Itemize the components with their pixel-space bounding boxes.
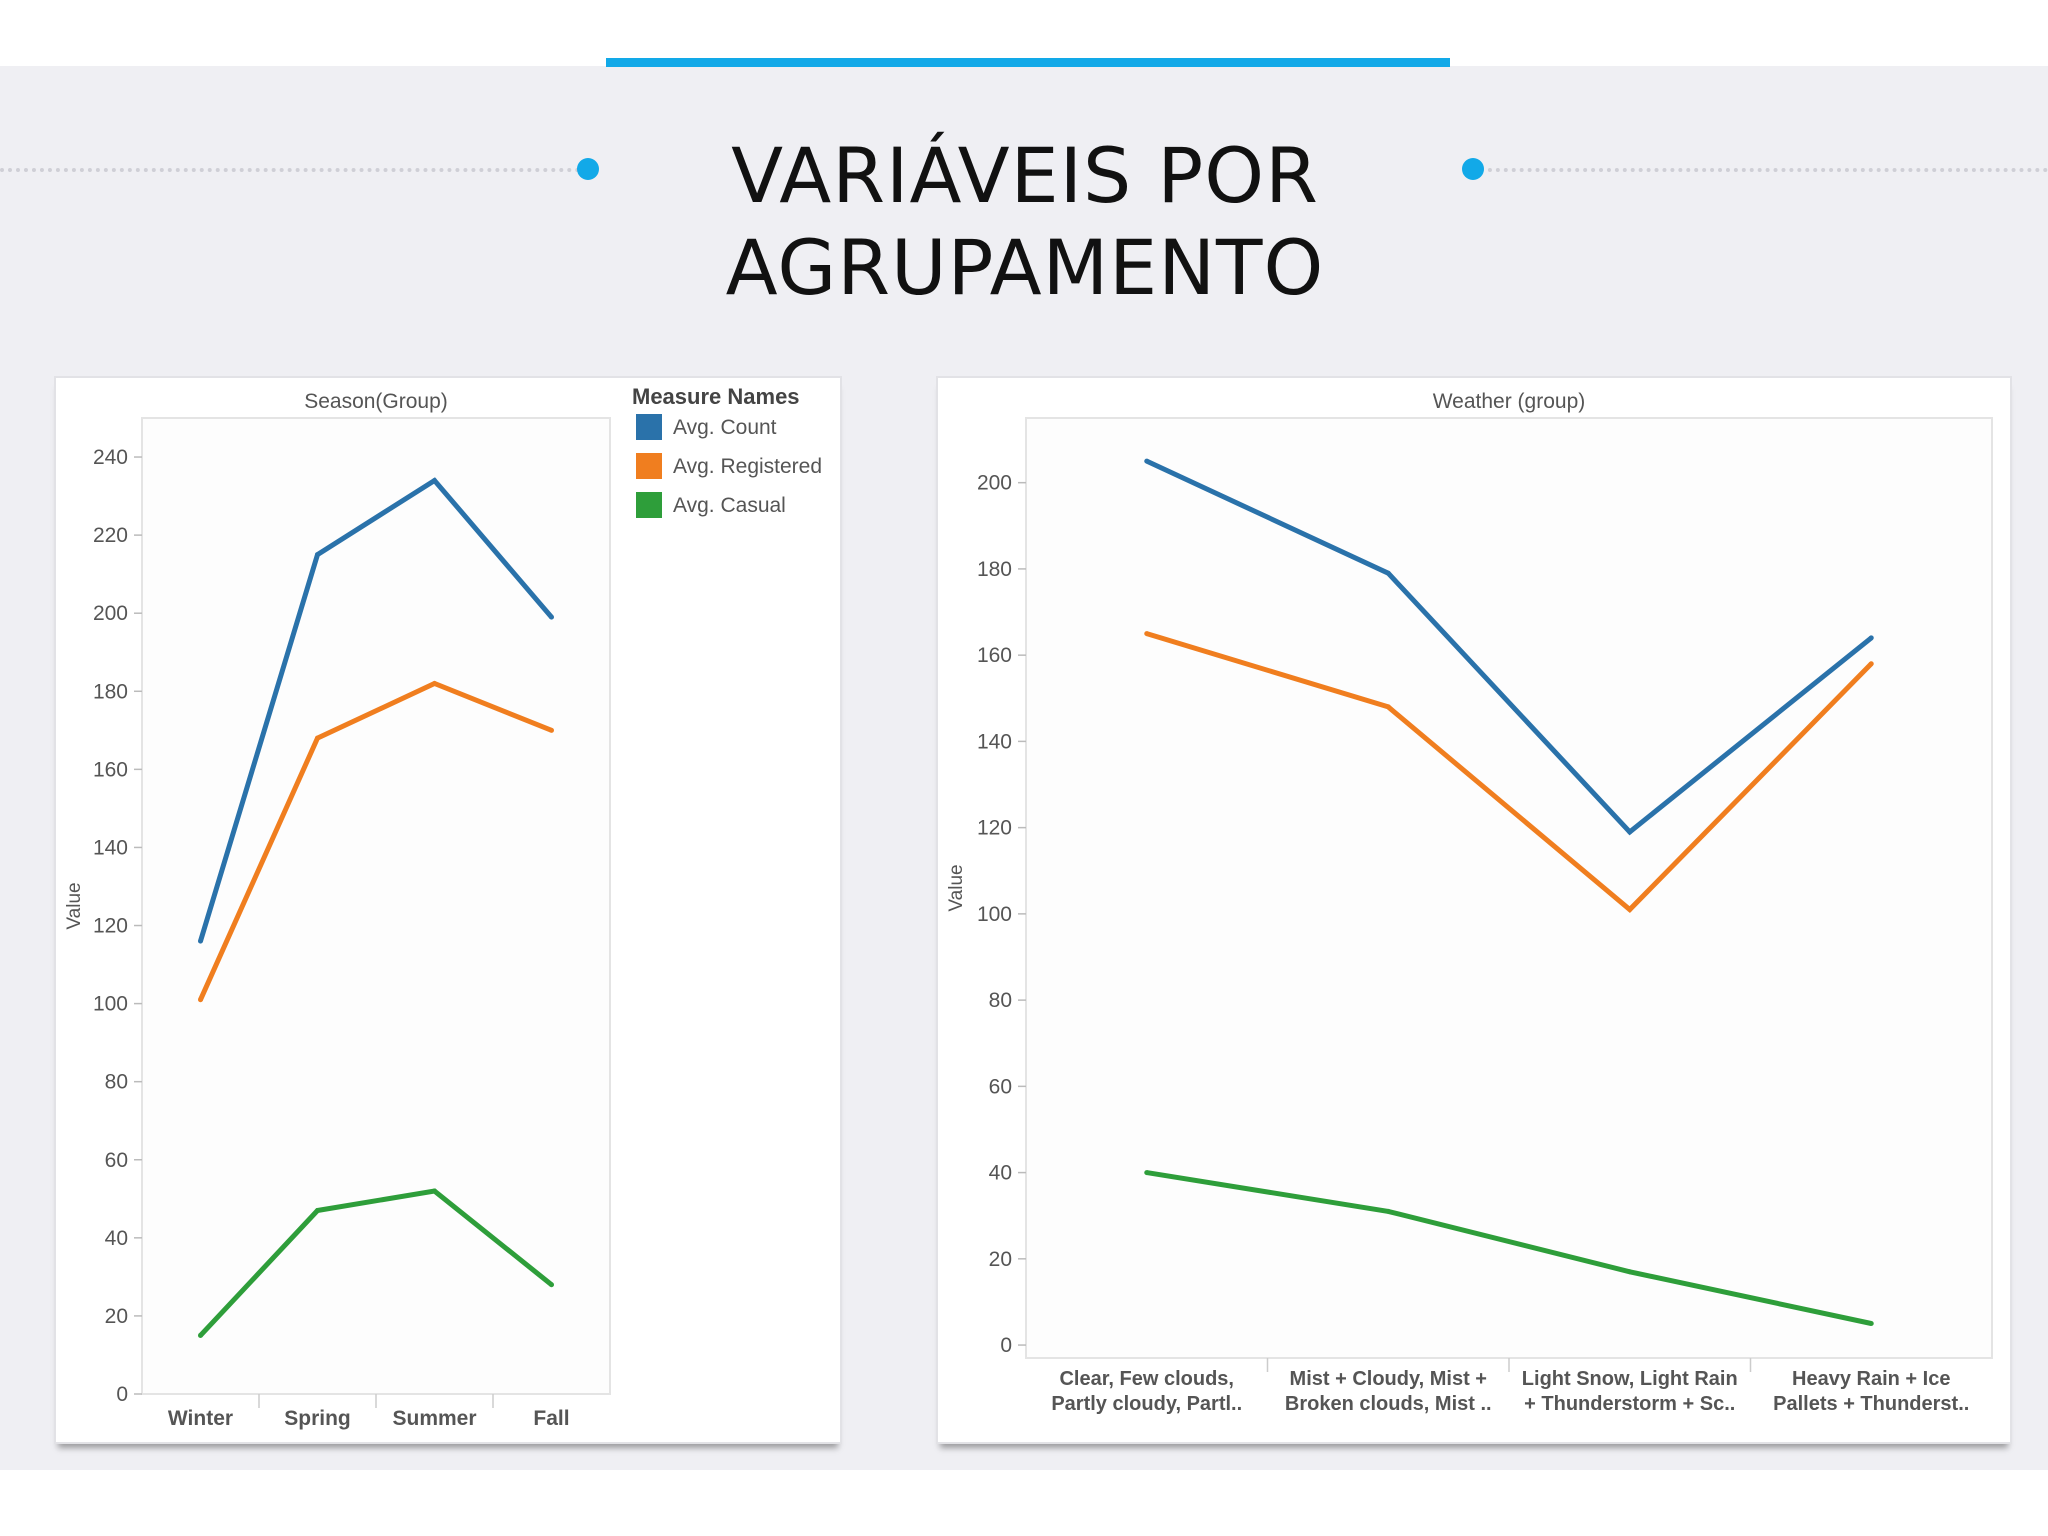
weather-y-tick-label: 140 bbox=[977, 730, 1012, 753]
weather-plot-area bbox=[1025, 417, 1993, 1359]
season-data-point bbox=[549, 614, 554, 620]
decorative-dot-left bbox=[577, 158, 599, 180]
weather-data-point bbox=[1385, 570, 1391, 576]
legend-title: Measure Names bbox=[632, 384, 800, 409]
legend-swatch-2 bbox=[636, 492, 662, 518]
season-y-tick-label: 0 bbox=[116, 1383, 128, 1406]
season-data-point bbox=[198, 938, 203, 944]
legend-swatch-0 bbox=[636, 414, 662, 440]
weather-y-tick-label: 60 bbox=[989, 1075, 1012, 1098]
weather-chart-panel: Weather (group) Value 0 20 40 60 80 100 120 140 16… bbox=[936, 376, 2012, 1444]
season-series-line-0 bbox=[198, 477, 554, 942]
season-y-tick-label: 120 bbox=[93, 915, 128, 938]
legend-swatch-1 bbox=[636, 453, 662, 479]
season-y-tick-label: 240 bbox=[93, 446, 128, 469]
season-y-tick-label: 200 bbox=[93, 602, 128, 625]
weather-data-point bbox=[1868, 661, 1874, 667]
weather-y-axis-label: Value bbox=[946, 864, 967, 911]
weather-y-tick-label: 0 bbox=[1000, 1334, 1012, 1357]
season-data-point bbox=[432, 680, 437, 686]
weather-data-point bbox=[1868, 635, 1874, 641]
weather-x-category-label: Pallets + Thunderst.. bbox=[1773, 1393, 1969, 1415]
weather-chart-title: Weather (group) bbox=[1433, 390, 1586, 413]
season-plot-area bbox=[141, 417, 611, 1395]
season-data-point bbox=[432, 477, 437, 483]
weather-x-category-label: Mist + Cloudy, Mist + bbox=[1290, 1368, 1487, 1390]
weather-y-tick-label: 40 bbox=[989, 1162, 1012, 1185]
season-chart-title: Season(Group) bbox=[304, 390, 448, 413]
season-data-point bbox=[432, 1188, 437, 1194]
season-y-tick-label: 100 bbox=[93, 993, 128, 1016]
weather-data-point bbox=[1385, 1208, 1391, 1214]
slide-title-line-1: VARIÁVEIS POR bbox=[731, 131, 1319, 220]
season-x-category-label: Summer bbox=[392, 1407, 476, 1430]
weather-x-category-label: Partly cloudy, Partl.. bbox=[1051, 1393, 1242, 1415]
slide-title-line-2: AGRUPAMENTO bbox=[725, 223, 1325, 312]
season-data-point bbox=[198, 997, 203, 1003]
season-series-line-1 bbox=[198, 680, 553, 1001]
weather-y-tick-label: 200 bbox=[977, 472, 1012, 495]
weather-data-point bbox=[1868, 1321, 1874, 1327]
weather-y-tick-label: 100 bbox=[977, 903, 1012, 926]
season-y-tick-label: 160 bbox=[93, 758, 128, 781]
decorative-dotted-line-left bbox=[0, 168, 580, 172]
season-data-point bbox=[315, 735, 320, 741]
season-x-category-label: Fall bbox=[533, 1407, 569, 1430]
legend-label-1: Avg. Registered bbox=[673, 455, 822, 478]
weather-y-tick-label: 80 bbox=[989, 989, 1012, 1012]
weather-y-tick-label: 160 bbox=[977, 644, 1012, 667]
accent-bar bbox=[606, 58, 1450, 67]
decorative-dotted-line-right bbox=[1480, 168, 2048, 172]
season-y-tick-label: 80 bbox=[105, 1071, 128, 1094]
season-data-point bbox=[549, 727, 554, 733]
decorative-dot-right bbox=[1462, 158, 1484, 180]
season-data-point bbox=[549, 1282, 554, 1288]
season-data-point bbox=[315, 552, 320, 558]
weather-y-tick-label: 20 bbox=[989, 1248, 1012, 1271]
weather-x-category-label: Broken clouds, Mist .. bbox=[1285, 1393, 1492, 1415]
weather-x-category-label: + Thunderstorm + Sc.. bbox=[1524, 1393, 1735, 1415]
season-series-line-2 bbox=[198, 1188, 554, 1338]
weather-series-line-0 bbox=[1145, 458, 1873, 836]
weather-data-point bbox=[1144, 631, 1150, 637]
legend-label-0: Avg. Count bbox=[673, 416, 777, 439]
season-data-point bbox=[198, 1332, 203, 1338]
season-y-tick-label: 60 bbox=[105, 1149, 128, 1172]
weather-data-point bbox=[1144, 458, 1150, 464]
weather-data-point bbox=[1627, 907, 1633, 913]
season-chart-panel: Season(Group) Value 0 20 40 60 80 100 120 140 160 1… bbox=[54, 376, 842, 1444]
weather-series-line-2 bbox=[1146, 1170, 1872, 1326]
season-y-tick-label: 20 bbox=[105, 1305, 128, 1328]
weather-x-category-label: Clear, Few clouds, bbox=[1059, 1368, 1234, 1390]
weather-data-point bbox=[1385, 704, 1391, 710]
season-y-tick-label: 140 bbox=[93, 836, 128, 859]
season-line-chart: Season(Group) Value 0 20 40 60 80 100 120 140 160 1… bbox=[64, 384, 822, 1430]
weather-x-category-label: Heavy Rain + Ice bbox=[1792, 1368, 1950, 1390]
slide-title: VARIÁVEIS POR AGRUPAMENTO bbox=[600, 130, 1450, 314]
weather-data-point bbox=[1627, 1269, 1633, 1275]
season-y-axis-label: Value bbox=[64, 882, 85, 929]
season-y-tick-label: 40 bbox=[105, 1227, 128, 1250]
season-data-point bbox=[315, 1208, 320, 1214]
weather-line-chart: Weather (group) Value 0 20 40 60 80 100 120 140 16… bbox=[946, 390, 1993, 1415]
season-x-category-label: Spring bbox=[284, 1407, 351, 1430]
season-y-tick-label: 220 bbox=[93, 524, 128, 547]
season-y-tick-label: 180 bbox=[93, 680, 128, 703]
legend-label-2: Avg. Casual bbox=[673, 494, 786, 517]
weather-x-category-label: Light Snow, Light Rain bbox=[1522, 1368, 1738, 1390]
weather-y-tick-label: 180 bbox=[977, 558, 1012, 581]
weather-data-point bbox=[1144, 1170, 1150, 1176]
weather-series-line-1 bbox=[1146, 631, 1874, 913]
season-x-category-label: Winter bbox=[168, 1407, 233, 1430]
weather-y-tick-label: 120 bbox=[977, 817, 1012, 840]
weather-data-point bbox=[1627, 829, 1633, 835]
